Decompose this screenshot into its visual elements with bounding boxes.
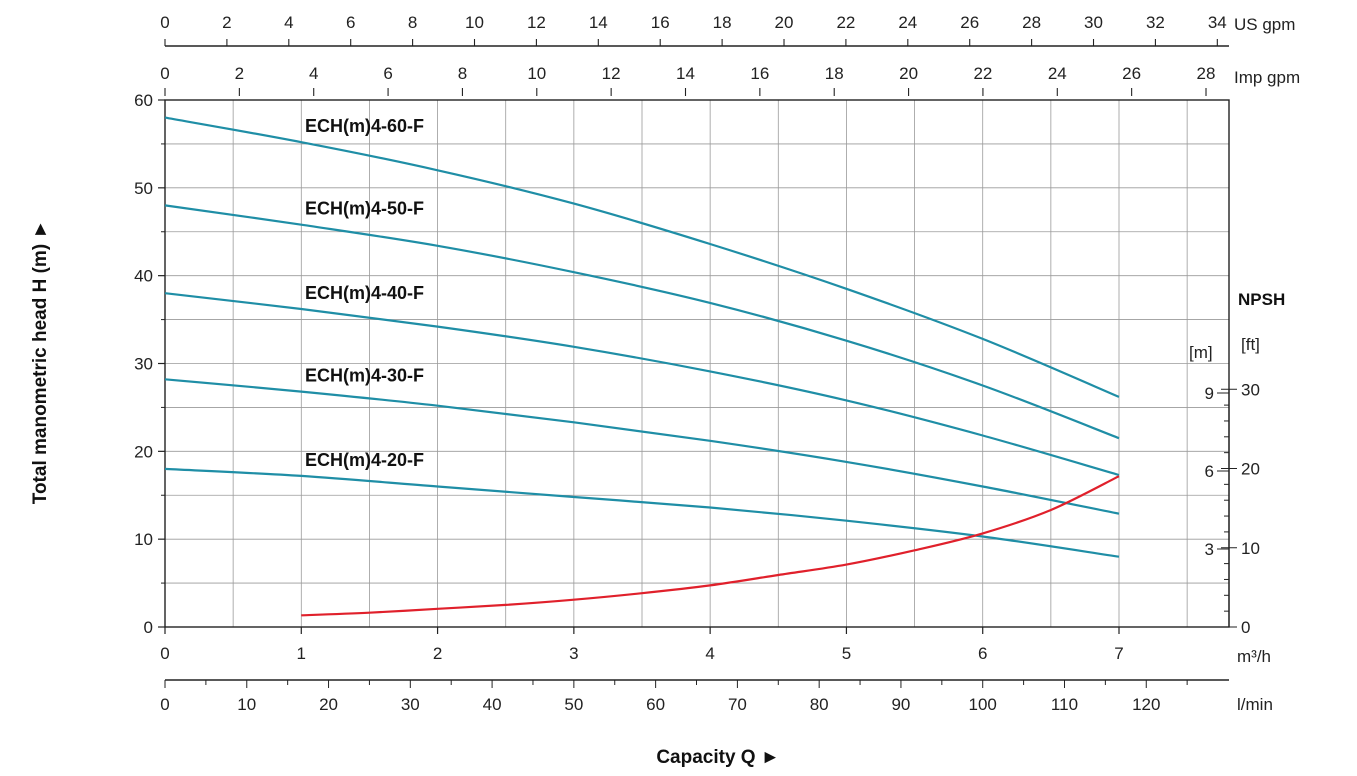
- lpm-tick-label: 70: [728, 695, 747, 714]
- unit-impgpm: Imp gpm: [1234, 68, 1300, 87]
- y-tick-label: 10: [134, 530, 153, 549]
- x-tick-label-m3h: 7: [1114, 644, 1123, 663]
- usgpm-tick-label: 0: [160, 13, 169, 32]
- impgpm-tick-label: 18: [825, 64, 844, 83]
- curve-ECH(m)4-60-F: [164, 116, 1120, 398]
- curve-ECH(m)4-50-F: [164, 204, 1120, 440]
- usgpm-tick-label: 34: [1208, 13, 1227, 32]
- npsh-ft-label: 10: [1241, 539, 1260, 558]
- lpm-tick-label: 10: [237, 695, 256, 714]
- usgpm-tick-label: 16: [651, 13, 670, 32]
- npsh-m-label: 6: [1205, 462, 1214, 481]
- npsh-m-label: 9: [1205, 384, 1214, 403]
- x-tick-label-m3h: 2: [433, 644, 442, 663]
- impgpm-tick-label: 12: [602, 64, 621, 83]
- usgpm-tick-label: 26: [960, 13, 979, 32]
- impgpm-tick-label: 22: [973, 64, 992, 83]
- lpm-tick-label: 120: [1132, 695, 1160, 714]
- impgpm-tick-label: 26: [1122, 64, 1141, 83]
- impgpm-tick-label: 0: [160, 64, 169, 83]
- usgpm-tick-label: 8: [408, 13, 417, 32]
- usgpm-tick-label: 12: [527, 13, 546, 32]
- impgpm-tick-label: 6: [383, 64, 392, 83]
- x-axis-title: Capacity Q ►: [656, 747, 779, 768]
- impgpm-tick-label: 4: [309, 64, 318, 83]
- curve-ECH(m)4-30-F: [164, 378, 1120, 515]
- x-tick-label-m3h: 4: [705, 644, 714, 663]
- lpm-tick-label: 100: [969, 695, 997, 714]
- npsh-m-label: 3: [1205, 540, 1214, 559]
- unit-usgpm: US gpm: [1234, 15, 1295, 34]
- usgpm-tick-label: 18: [713, 13, 732, 32]
- lpm-tick-label: 0: [160, 695, 169, 714]
- grid: [165, 100, 1229, 627]
- curve-ECH(m)4-40-F: [164, 292, 1120, 477]
- impgpm-tick-label: 20: [899, 64, 918, 83]
- x-tick-label-m3h: 6: [978, 644, 987, 663]
- usgpm-tick-label: 20: [775, 13, 794, 32]
- impgpm-tick-label: 24: [1048, 64, 1067, 83]
- curves: [164, 116, 1120, 617]
- lpm-tick-label: 30: [401, 695, 420, 714]
- y-tick-label: 40: [134, 267, 153, 286]
- unit-m3h: m³/h: [1237, 647, 1271, 666]
- x-tick-label-m3h: 1: [297, 644, 306, 663]
- usgpm-tick-label: 22: [836, 13, 855, 32]
- y-tick-label: 0: [144, 618, 153, 637]
- x-tick-label-m3h: 3: [569, 644, 578, 663]
- y-tick-label: 50: [134, 179, 153, 198]
- impgpm-tick-label: 10: [527, 64, 546, 83]
- curve-ECH(m)4-20-F: [164, 467, 1120, 558]
- lpm-tick-label: 50: [564, 695, 583, 714]
- npsh-ft-label: 0: [1241, 618, 1250, 637]
- curve-label: ECH(m)4-50-F: [305, 199, 424, 219]
- curve-label: ECH(m)4-30-F: [305, 366, 424, 386]
- usgpm-tick-label: 2: [222, 13, 231, 32]
- usgpm-tick-label: 32: [1146, 13, 1165, 32]
- usgpm-tick-label: 28: [1022, 13, 1041, 32]
- unit-lpm: l/min: [1237, 695, 1273, 714]
- impgpm-tick-label: 8: [458, 64, 467, 83]
- npsh-curve: [301, 475, 1120, 617]
- impgpm-tick-label: 2: [235, 64, 244, 83]
- impgpm-tick-label: 28: [1197, 64, 1216, 83]
- y-tick-label: 60: [134, 91, 153, 110]
- npsh-ft-label: 30: [1241, 380, 1260, 399]
- npsh-unit-m: [m]: [1189, 343, 1213, 362]
- usgpm-tick-label: 14: [589, 13, 608, 32]
- x-tick-label-m3h: 5: [842, 644, 851, 663]
- usgpm-tick-label: 24: [898, 13, 917, 32]
- y-axis-title: Total manometric head H (m) ►: [30, 220, 51, 505]
- lpm-tick-label: 40: [483, 695, 502, 714]
- lpm-tick-label: 80: [810, 695, 829, 714]
- lpm-tick-label: 60: [646, 695, 665, 714]
- impgpm-tick-label: 16: [750, 64, 769, 83]
- impgpm-tick-label: 14: [676, 64, 695, 83]
- npsh-unit-ft: [ft]: [1241, 335, 1260, 354]
- curve-label: ECH(m)4-60-F: [305, 116, 424, 136]
- usgpm-tick-label: 6: [346, 13, 355, 32]
- lpm-tick-label: 20: [319, 695, 338, 714]
- y-tick-label: 30: [134, 355, 153, 374]
- curve-label: ECH(m)4-40-F: [305, 283, 424, 303]
- labels: ECH(m)4-60-F ECH(m)4-50-F ECH(m)4-40-F ECH(…: [305, 116, 424, 470]
- lpm-tick-label: 90: [891, 695, 910, 714]
- usgpm-tick-label: 4: [284, 13, 293, 32]
- y-tick-label: 20: [134, 442, 153, 461]
- usgpm-tick-label: 30: [1084, 13, 1103, 32]
- npsh-title: NPSH: [1238, 290, 1285, 309]
- usgpm-tick-label: 10: [465, 13, 484, 32]
- lpm-tick-label: 110: [1051, 695, 1078, 714]
- x-tick-label-m3h: 0: [160, 644, 169, 663]
- npsh-ft-label: 20: [1241, 460, 1260, 479]
- curve-label: ECH(m)4-20-F: [305, 450, 424, 470]
